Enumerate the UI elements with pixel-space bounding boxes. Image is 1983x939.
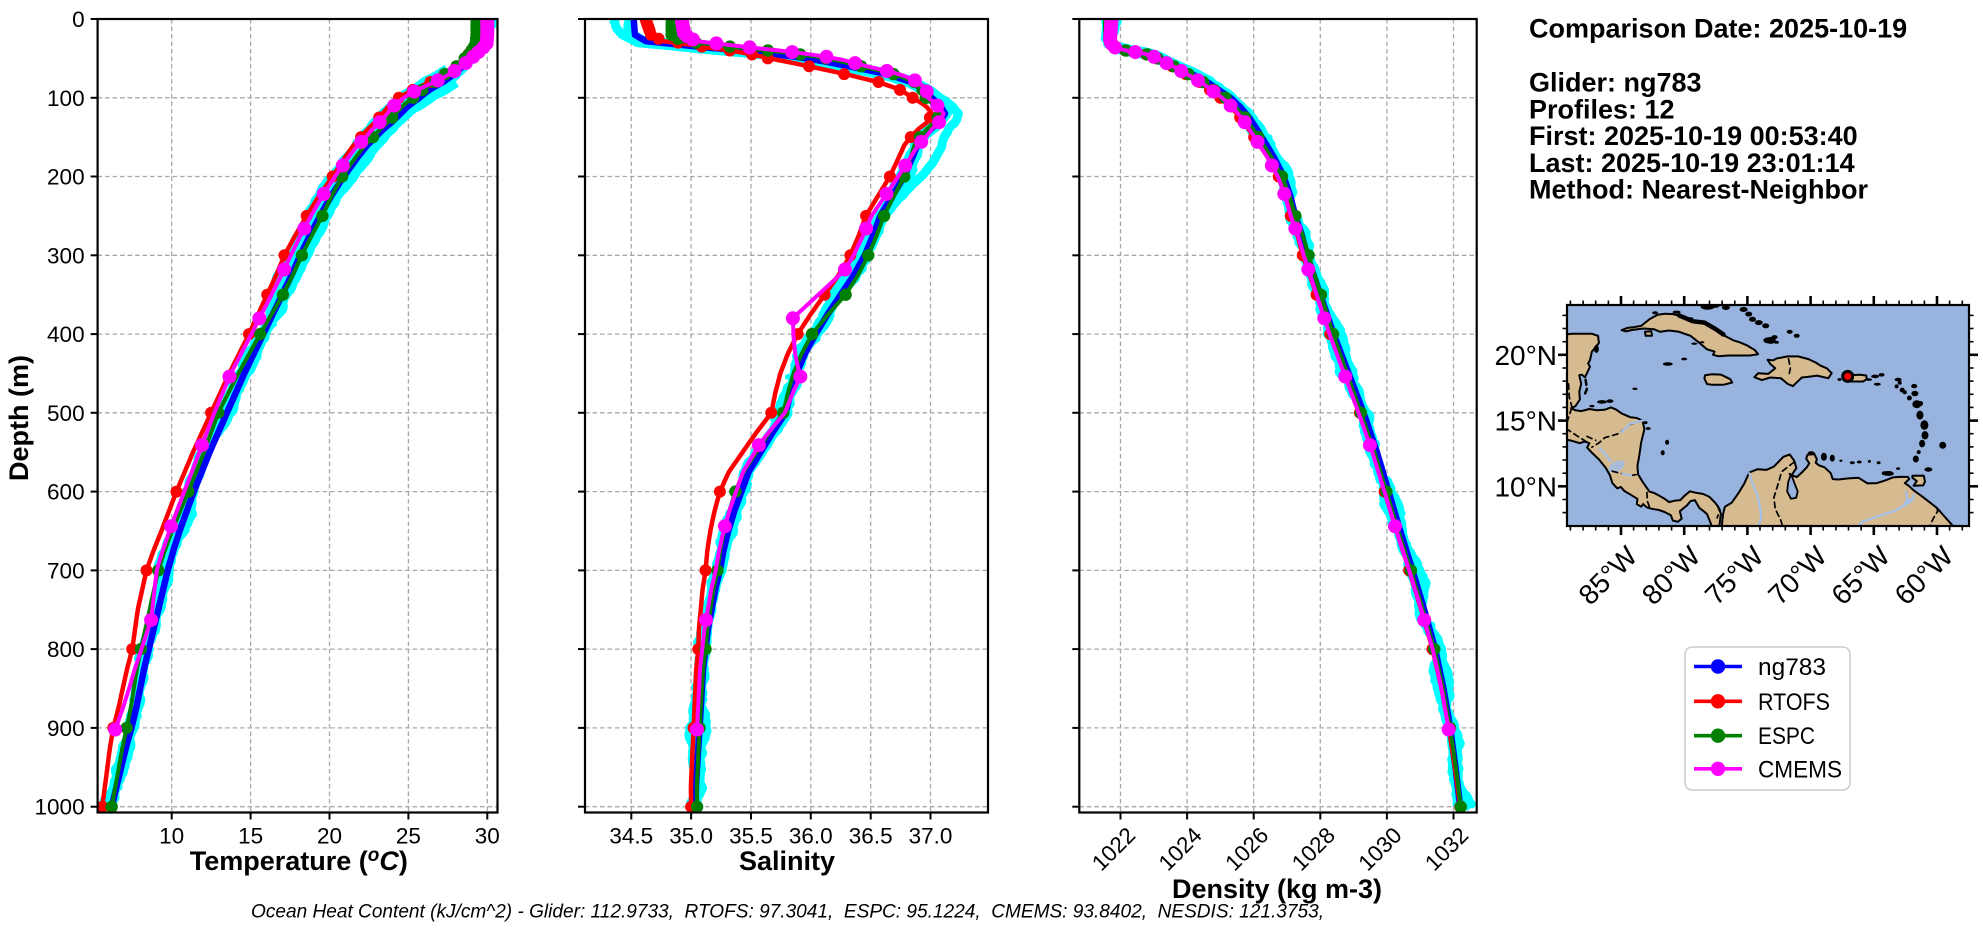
svg-text:1000: 1000: [35, 795, 85, 820]
svg-text:900: 900: [47, 716, 85, 741]
svg-text:15: 15: [238, 824, 263, 849]
svg-text:ESPC: ESPC: [1758, 723, 1815, 750]
svg-text:Salinity: Salinity: [739, 846, 835, 876]
svg-text:20°N: 20°N: [1494, 340, 1557, 371]
svg-text:10: 10: [159, 824, 184, 849]
svg-text:ng783: ng783: [1758, 654, 1826, 681]
svg-text:700: 700: [47, 558, 85, 583]
svg-text:RTOFS: RTOFS: [1758, 689, 1830, 716]
svg-text:35.5: 35.5: [729, 824, 773, 849]
svg-text:15°N: 15°N: [1494, 406, 1557, 437]
svg-text:Method: Nearest-Neighbor: Method: Nearest-Neighbor: [1529, 175, 1869, 205]
svg-text:100: 100: [47, 86, 85, 111]
svg-text:37.0: 37.0: [909, 824, 953, 849]
svg-text:30: 30: [475, 824, 500, 849]
svg-text:300: 300: [47, 243, 85, 268]
svg-text:600: 600: [47, 480, 85, 505]
svg-text:First: 2025-10-19 00:53:40: First: 2025-10-19 00:53:40: [1529, 121, 1858, 151]
svg-text:36.5: 36.5: [849, 824, 893, 849]
svg-text:25: 25: [396, 824, 421, 849]
svg-text:Depth (m): Depth (m): [4, 355, 34, 481]
svg-text:35.0: 35.0: [669, 824, 713, 849]
svg-text:Last: 2025-10-19 23:01:14: Last: 2025-10-19 23:01:14: [1529, 148, 1855, 178]
svg-text:CMEMS: CMEMS: [1758, 756, 1842, 783]
svg-text:800: 800: [47, 637, 85, 662]
svg-text:34.5: 34.5: [609, 824, 653, 849]
svg-text:10°N: 10°N: [1494, 471, 1557, 502]
svg-text:Density (kg m-3): Density (kg m-3): [1172, 874, 1382, 904]
svg-text:200: 200: [47, 165, 85, 190]
svg-text:0: 0: [72, 7, 85, 32]
svg-text:500: 500: [47, 401, 85, 426]
svg-text:Glider: ng783: Glider: ng783: [1529, 68, 1702, 98]
svg-text:20: 20: [317, 824, 342, 849]
svg-text:400: 400: [47, 322, 85, 347]
svg-text:36.0: 36.0: [789, 824, 833, 849]
svg-text:Ocean Heat Content (kJ/cm^2) -: Ocean Heat Content (kJ/cm^2) - Glider: 1…: [251, 902, 1324, 923]
svg-text:Profiles: 12: Profiles: 12: [1529, 94, 1675, 124]
svg-text:Comparison Date: 2025-10-19: Comparison Date: 2025-10-19: [1529, 14, 1907, 44]
